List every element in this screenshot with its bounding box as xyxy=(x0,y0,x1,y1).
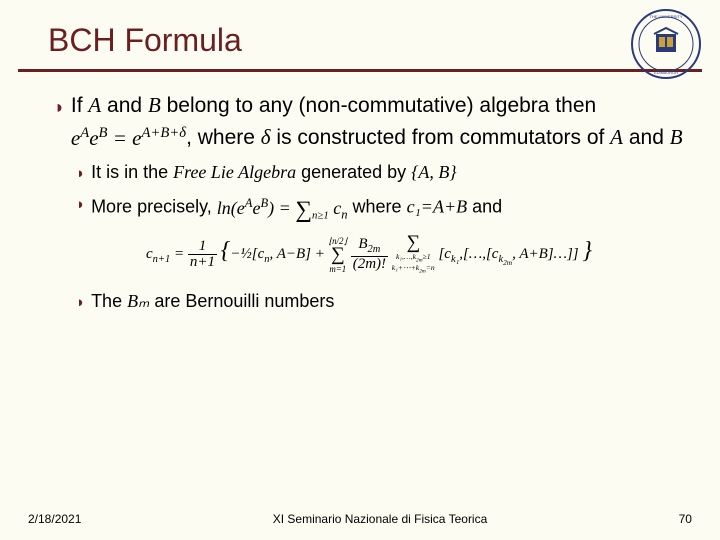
content-area: ◗ If A and B belong to any (non-commutat… xyxy=(0,72,720,314)
text-fragment: where xyxy=(348,197,407,217)
text-fragment: and xyxy=(623,126,670,149)
bullet-marker-icon: ◗ xyxy=(54,94,65,121)
var-B: B xyxy=(670,125,683,149)
text-fragment: The xyxy=(91,291,127,311)
sub-bullet-1-text: It is in the Free Lie Algebra generated … xyxy=(91,160,457,185)
slide-footer: 2/18/2021 XI Seminario Nazionale di Fisi… xyxy=(0,512,720,526)
text-fragment: If xyxy=(71,94,89,117)
sub-bullet-2-text: More precisely, ln(eAeB) = ∑n≥1 cn where… xyxy=(91,191,502,224)
bullet-marker-icon: ◗ xyxy=(76,292,85,313)
var-delta: δ xyxy=(261,125,271,149)
text-fragment: It is in the xyxy=(91,162,173,182)
formula-exp-product: eAeB = eA+B+δ xyxy=(71,122,186,155)
text-fragment: and xyxy=(467,197,502,217)
free-lie-algebra: Free Lie Algebra xyxy=(173,162,296,182)
main-bullet: ◗ If A and B belong to any (non-commutat… xyxy=(54,90,684,154)
text-fragment: belong to any (non-commutative) algebra … xyxy=(161,94,596,117)
title-area: BCH Formula xyxy=(0,0,720,65)
text-fragment: , where xyxy=(186,126,261,149)
text-fragment: generated by xyxy=(296,162,411,182)
var-B: B xyxy=(148,93,161,117)
recurrence-formula: cn+1 = 1n+1 {−½[cn, A−B] + ⌊n/2⌋∑m=1 B2m… xyxy=(54,235,684,275)
svg-text:EDINBURGH: EDINBURGH xyxy=(654,70,678,75)
main-bullet-text: If A and B belong to any (non-commutativ… xyxy=(71,90,684,154)
slide-title: BCH Formula xyxy=(48,22,720,59)
sub-bullet-3-text: The Bₘ are Bernouilli numbers xyxy=(91,289,334,314)
var-A: A xyxy=(88,93,101,117)
generator-set: {A, B} xyxy=(411,162,456,182)
text-fragment: More precisely, xyxy=(91,197,217,217)
svg-text:THE UNIVERSITY: THE UNIVERSITY xyxy=(649,14,682,19)
text-fragment: are Bernouilli numbers xyxy=(149,291,334,311)
c1-definition: c₁=A+B xyxy=(407,197,468,217)
bullet-marker-icon: ◗ xyxy=(76,194,85,215)
footer-page-number: 70 xyxy=(679,512,692,526)
sub-bullet-1: ◗ It is in the Free Lie Algebra generate… xyxy=(76,160,684,185)
footer-date: 2/18/2021 xyxy=(28,512,81,526)
university-crest-logo: THE UNIVERSITY EDINBURGH xyxy=(630,8,702,80)
sub-bullet-2: ◗ More precisely, ln(eAeB) = ∑n≥1 cn whe… xyxy=(76,191,684,224)
bernoulli-symbol: Bₘ xyxy=(127,291,149,311)
var-A: A xyxy=(610,125,623,149)
footer-venue: XI Seminario Nazionale di Fisica Teorica xyxy=(273,512,488,526)
bullet-marker-icon: ◗ xyxy=(76,163,85,184)
formula-log-sum: ln(eAeB) = ∑n≥1 cn xyxy=(217,191,348,224)
text-fragment: is constructed from commutators of xyxy=(271,126,611,149)
text-fragment: and xyxy=(101,94,148,117)
sub-bullet-3: ◗ The Bₘ are Bernouilli numbers xyxy=(76,289,684,314)
